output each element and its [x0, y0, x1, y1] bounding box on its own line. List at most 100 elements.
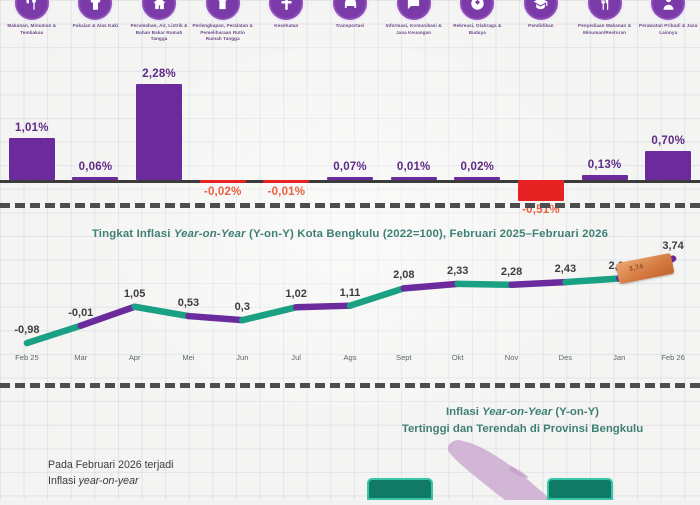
line-segment [400, 280, 461, 292]
map-section-title: Inflasi Year-on-Year (Y-on-Y) Tertinggi … [350, 404, 695, 437]
bar-column: 0,13% [573, 62, 637, 200]
bar-column: 2,28% [127, 62, 191, 200]
line-segment [292, 302, 354, 311]
bar-value-label: 0,13% [587, 158, 622, 171]
line-value-label: 1,11 [339, 286, 361, 299]
education-icon [523, 0, 558, 20]
month-label-6: Jul [291, 353, 301, 362]
bar-value-label: 0,06% [78, 161, 113, 173]
line-value-label: 0,53 [177, 297, 200, 310]
category-10: Penyediaan Makanan & Minuman/Restoran [573, 0, 637, 58]
category-2: Pakaian & Alas Kaki [64, 0, 128, 58]
lowest-inflation-card[interactable] [367, 478, 433, 500]
bar-value-label: -0,01% [267, 186, 306, 198]
bar-value-label: 0,07% [333, 161, 367, 173]
line-value-label: 0,3 [234, 301, 250, 314]
month-label-1: Feb 25 [15, 353, 39, 362]
bar-positive [8, 137, 55, 180]
bar-column: 0,07% [318, 62, 382, 200]
line-segment [562, 275, 623, 286]
category-7: Informasi, Komunikasi & Jasa Keuangan [382, 0, 446, 58]
bar-positive [454, 177, 501, 180]
bar-negative [517, 180, 564, 202]
line-segment [23, 322, 85, 347]
category-label: Makanan, Minuman & Tembakau [7, 23, 57, 35]
restaurant-icon [587, 0, 622, 20]
bar-value-label: 2,28% [142, 68, 176, 81]
line-segment [454, 280, 515, 289]
category-label: Perlengkapan, Peralatan & Pemeliharaan R… [192, 23, 253, 42]
map-title-italic: Year-on-Year [482, 406, 553, 418]
month-label-5: Jun [236, 353, 249, 362]
bar-positive [327, 177, 374, 180]
category-4: Perlengkapan, Peralatan & Pemeliharaan R… [191, 0, 255, 58]
yoy-title-prefix: Tingkat Inflasi [91, 228, 174, 240]
category-8: Rekreasi, Olahraga & Budaya [445, 0, 509, 58]
line-value-label: 1,05 [123, 287, 146, 300]
note-line1: Pada Februari 2026 terjadi [48, 459, 174, 471]
map-island [509, 466, 529, 478]
category-label: Perumahan, Air, Listrik & Bahan Bakar Ru… [130, 23, 188, 42]
bar-column: -0,51% [509, 62, 573, 216]
transport-icon [333, 0, 368, 20]
bar-value-label: 1,01% [15, 121, 49, 134]
bar-column: 0,02% [445, 62, 509, 200]
category-label: Pakaian & Alas Kaki [72, 23, 119, 28]
month-label-12: Jan [613, 353, 626, 362]
note-line2-prefix: Inflasi [48, 474, 79, 487]
bar-negative [199, 180, 246, 183]
category-9: Pendidikan [509, 0, 573, 58]
map-title-prefix: Inflasi [446, 406, 483, 418]
month-label-10: Nov [504, 353, 519, 362]
category-label: Pendidikan [528, 23, 554, 28]
line-plot-area: -0,98 -0,01 1,05 0,53 0,3 1,02 1,11 2,08 2,33 2,2… [0, 240, 700, 355]
line-segment [131, 303, 192, 320]
line-value-label: 2,08 [393, 269, 415, 282]
bar-positive [645, 150, 692, 180]
bar-positive [136, 84, 183, 180]
category-label: Informasi, Komunikasi & Jasa Keuangan [385, 23, 442, 35]
month-label-7: Ags [343, 353, 357, 362]
line-segment [185, 312, 246, 324]
sticker-label: 3,74 [628, 263, 645, 274]
month-label-13: Feb 26 [661, 353, 685, 362]
map-title-line2: Tertinggi dan Terendah di Provinsi Bengk… [401, 422, 644, 435]
yoy-chart-title: Tingkat Inflasi Year-on-Year (Y-on-Y) Ko… [0, 228, 700, 240]
bar-column: 1,01% [0, 62, 64, 200]
category-1: Makanan, Minuman & Tembakau [0, 0, 64, 58]
bar-row: 1,01% 0,06% 2,28% -0,02% -0,01% 0,07% 0,01% 0,0… [0, 62, 700, 216]
month-label-2: Mar [74, 353, 88, 362]
line-value-label: -0,98 [14, 324, 40, 337]
line-segment [77, 303, 138, 329]
food-drink-icon [14, 0, 49, 20]
month-label-9: Okt [451, 353, 464, 362]
highest-inflation-card[interactable] [547, 478, 613, 500]
bottom-section: Inflasi Year-on-Year (Y-on-Y) Tertinggi … [0, 390, 700, 500]
bar-column: -0,01% [255, 62, 319, 200]
month-label-3: Apr [128, 353, 141, 362]
month-label-11: Des [558, 353, 573, 362]
note-line2-italic: year-on-year [78, 474, 139, 487]
line-value-label: 2,28 [500, 265, 523, 278]
line-segment [346, 285, 408, 309]
bar-column: -0,02% [191, 62, 255, 200]
line-segment [239, 304, 300, 324]
month-label-8: Sept [396, 353, 412, 362]
bar-positive [390, 177, 437, 180]
bar-positive [72, 177, 119, 180]
line-value-label: 1,02 [285, 288, 307, 301]
line-value-label: -0,01 [68, 306, 94, 319]
summary-note: Pada Februari 2026 terjadi Inflasi year-… [48, 458, 308, 490]
category-3: Perumahan, Air, Listrik & Bahan Bakar Ru… [127, 0, 191, 58]
bengkulu-province-map [355, 438, 695, 500]
communication-icon [396, 0, 431, 20]
clothing-icon [78, 0, 113, 20]
yoy-title-suffix: (Y-on-Y) Kota Bengkulu (2022=100), Febru… [245, 228, 609, 240]
map-landmass [447, 440, 551, 500]
bar-value-label: 0,01% [396, 161, 431, 173]
category-label: Perawatan Pribadi & Jasa Lainnya [639, 23, 698, 35]
section-divider-bottom [0, 383, 700, 388]
bar-column: 0,70% [636, 62, 700, 200]
month-axis-labels: Feb 25 Mar Apr Mei Jun Jul Ags Sept Okt Nov Des Jan… [0, 353, 700, 371]
category-icon-row: Makanan, Minuman & Tembakau Pakaian & Ala… [0, 0, 700, 58]
